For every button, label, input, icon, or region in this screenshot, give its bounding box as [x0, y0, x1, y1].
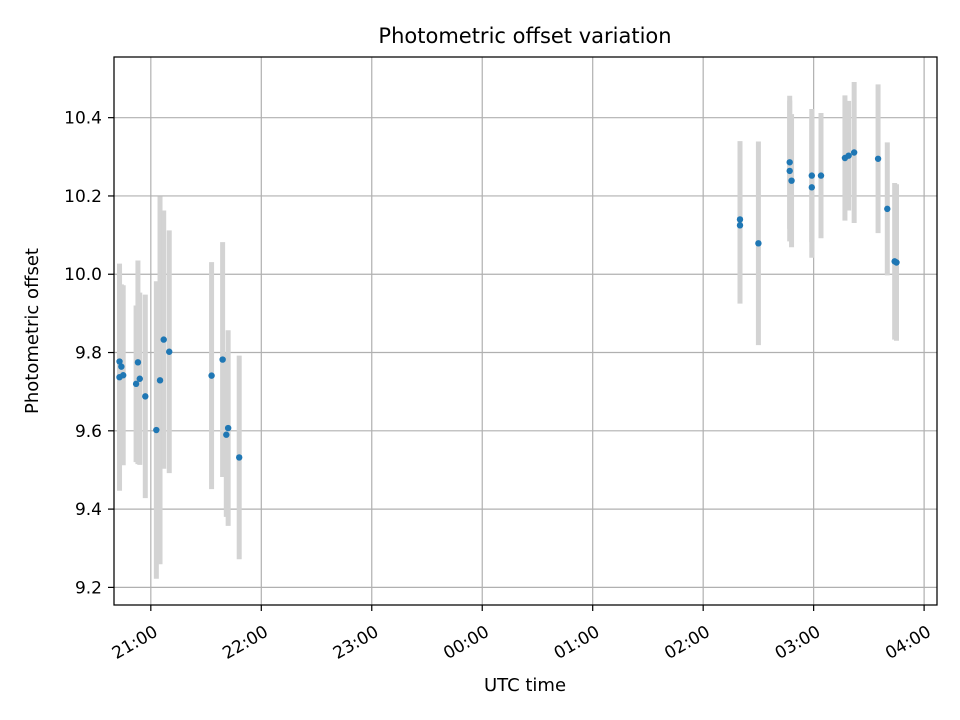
data-point — [160, 336, 167, 343]
x-tick-label: 03:00 — [772, 622, 824, 664]
x-tick-label: 04:00 — [882, 622, 934, 664]
data-point — [136, 375, 143, 382]
y-tick-label: 10.4 — [64, 109, 102, 129]
x-tick-label: 02:00 — [661, 622, 713, 664]
data-point — [118, 363, 125, 370]
x-tick-label: 01:00 — [551, 622, 603, 664]
data-point — [153, 426, 160, 434]
data-point — [134, 359, 142, 366]
data-point — [736, 222, 744, 229]
data-point — [786, 159, 793, 166]
x-axis-label: UTC time — [484, 675, 566, 696]
data-point — [884, 205, 891, 213]
data-point — [132, 380, 140, 388]
data-point — [120, 372, 127, 379]
data-point — [874, 155, 882, 162]
y-tick-label: 9.2 — [75, 578, 102, 598]
x-axis: 21:00 22:00 23:00 00:00 01:00 02:00 03:00 04:00 — [109, 605, 935, 664]
data-point — [893, 259, 900, 266]
x-tick-label: 23:00 — [330, 622, 382, 664]
data-point — [736, 216, 744, 223]
y-tick-label: 9.6 — [75, 422, 102, 442]
error-bars — [117, 82, 899, 579]
data-point — [817, 172, 825, 179]
data-point — [208, 372, 215, 379]
data-point — [845, 152, 852, 159]
y-tick-label: 9.8 — [75, 344, 102, 364]
y-axis-label: Photometric offset — [22, 248, 43, 414]
plot-area-frame — [113, 56, 938, 606]
chart-title: Photometric offset variation — [378, 24, 671, 48]
data-point — [850, 149, 858, 156]
data-point — [786, 167, 793, 175]
data-point — [808, 184, 816, 191]
data-point — [223, 431, 230, 438]
y-tick-label: 9.4 — [75, 500, 102, 520]
data-point — [116, 358, 123, 365]
data-points — [116, 149, 900, 461]
data-point — [142, 393, 149, 400]
data-point — [235, 454, 243, 461]
data-point — [219, 356, 226, 363]
x-tick-label: 00:00 — [440, 622, 492, 664]
y-tick-label: 10.0 — [64, 265, 102, 285]
x-tick-label: 21:00 — [109, 622, 161, 664]
y-axis: 9.2 9.4 9.6 9.8 10.0 10.2 10.4 — [64, 109, 114, 598]
data-point — [156, 377, 164, 384]
x-tick-label: 22:00 — [219, 622, 271, 664]
data-point — [755, 240, 762, 247]
data-point — [808, 172, 816, 179]
gridlines — [114, 57, 937, 605]
data-point — [224, 424, 232, 432]
data-point — [166, 348, 173, 355]
y-tick-label: 10.2 — [64, 187, 102, 207]
data-point — [788, 177, 795, 184]
